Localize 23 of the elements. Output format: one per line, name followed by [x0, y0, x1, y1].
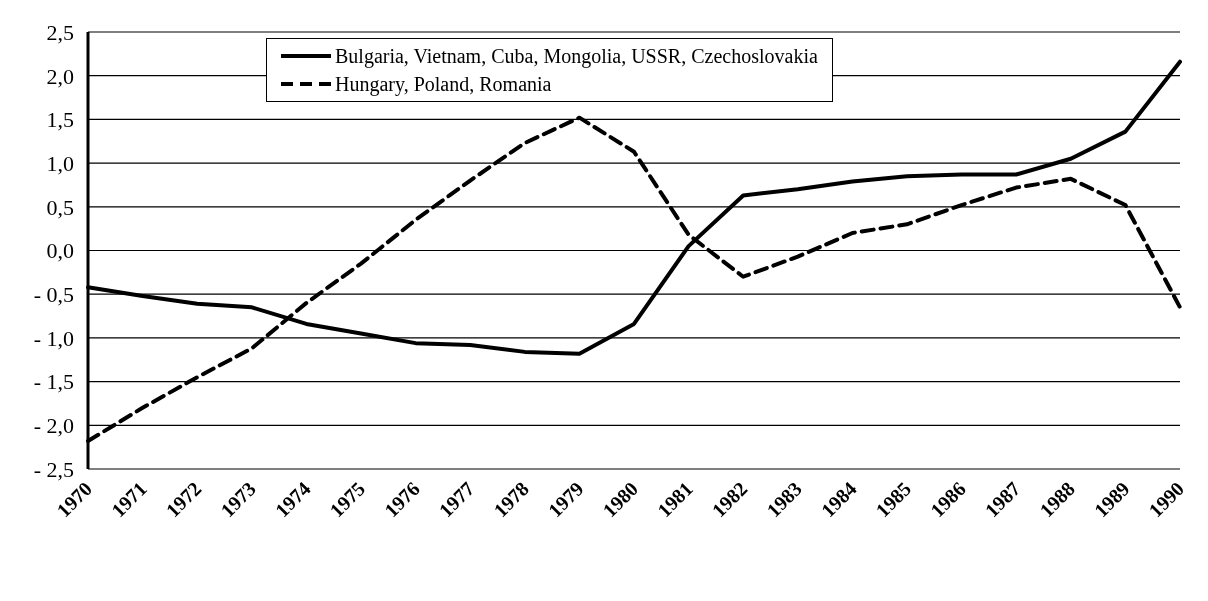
x-tick-label: 1983: [762, 477, 807, 522]
x-tick-label: 1981: [652, 477, 697, 522]
y-tick-label: 1,5: [46, 107, 74, 133]
y-tick-label: - 1,5: [33, 369, 74, 395]
y-tick-label: - 2,5: [33, 456, 74, 482]
y-tick-label: 1,0: [46, 150, 74, 176]
y-tick-label: 0,0: [46, 238, 74, 264]
x-tick-label: 1982: [707, 477, 752, 522]
y-tick-label: 0,5: [46, 194, 74, 220]
x-tick-label: 1971: [106, 477, 151, 522]
legend-label: Hungary, Poland, Romania: [335, 72, 552, 96]
legend-label: Bulgaria, Vietnam, Cuba, Mongolia, USSR, Czechoslovakia: [335, 44, 818, 68]
x-tick-label: 1979: [543, 477, 588, 522]
x-tick-label: 1990: [1144, 477, 1189, 522]
y-tick-label: - 0,5: [33, 282, 74, 308]
y-tick-label: - 2,0: [33, 413, 74, 439]
x-tick-label: 1980: [598, 477, 643, 522]
y-tick-label: 2,5: [46, 19, 74, 45]
x-tick-label: 1973: [216, 477, 261, 522]
y-tick-label: 2,0: [46, 63, 74, 89]
x-tick-label: 1989: [1089, 477, 1134, 522]
x-tick-label: 1972: [161, 477, 206, 522]
y-tick-label: - 1,0: [33, 325, 74, 351]
